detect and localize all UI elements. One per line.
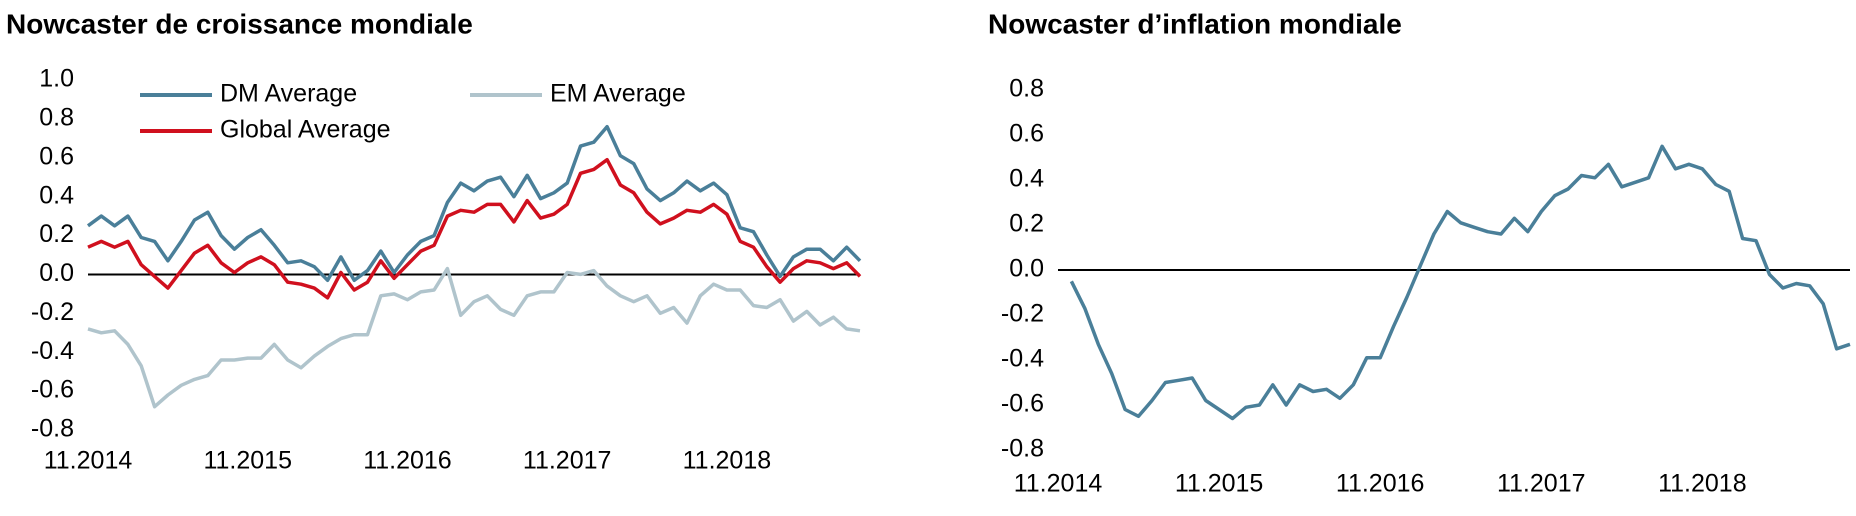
legend-label: Global Average bbox=[220, 116, 391, 144]
series-line bbox=[87, 157, 862, 300]
series-line bbox=[87, 266, 861, 409]
chart-title: Nowcaster de croissance mondiale bbox=[6, 8, 473, 39]
y-tick-label: 0.6 bbox=[39, 142, 74, 170]
y-tick-label: 0.2 bbox=[39, 220, 74, 248]
y-tick-label: -0.2 bbox=[1001, 300, 1044, 328]
x-tick-label: 11.2017 bbox=[523, 447, 612, 475]
x-tick-label: 11.2018 bbox=[683, 447, 772, 475]
x-tick-label: 11.2016 bbox=[363, 447, 452, 475]
chart-title: Nowcaster d’inflation mondiale bbox=[988, 8, 1402, 39]
y-tick-label: -0.6 bbox=[31, 376, 74, 404]
x-tick-label: 11.2014 bbox=[44, 447, 133, 475]
x-tick-label: 11.2018 bbox=[1658, 470, 1747, 498]
series-line bbox=[86, 124, 862, 283]
y-tick-label: 0.0 bbox=[1009, 255, 1044, 283]
x-tick-label: 11.2015 bbox=[203, 447, 292, 475]
x-tick-label: 11.2016 bbox=[1336, 470, 1425, 498]
y-tick-label: -0.4 bbox=[31, 337, 74, 365]
y-tick-label: 0.2 bbox=[1009, 210, 1044, 238]
x-tick-label: 11.2017 bbox=[1497, 470, 1586, 498]
y-tick-label: -0.4 bbox=[1001, 345, 1044, 373]
y-tick-label: 0.4 bbox=[39, 181, 74, 209]
y-tick-label: -0.8 bbox=[31, 415, 74, 443]
y-tick-label: 0.4 bbox=[1009, 165, 1044, 193]
legend-label: EM Average bbox=[550, 80, 686, 108]
legend-label: DM Average bbox=[220, 80, 357, 108]
y-tick-label: 0.0 bbox=[39, 259, 74, 287]
series-line bbox=[1069, 144, 1851, 421]
x-tick-label: 11.2015 bbox=[1175, 470, 1264, 498]
y-tick-label: -0.6 bbox=[1001, 390, 1044, 418]
x-tick-label: 11.2014 bbox=[1014, 470, 1103, 498]
y-tick-label: -0.8 bbox=[1001, 435, 1044, 463]
y-tick-label: 0.8 bbox=[1009, 75, 1044, 103]
y-tick-label: 0.8 bbox=[39, 103, 74, 131]
y-tick-label: 1.0 bbox=[39, 65, 74, 93]
y-tick-label: 0.6 bbox=[1009, 120, 1044, 148]
y-tick-label: -0.2 bbox=[31, 298, 74, 326]
